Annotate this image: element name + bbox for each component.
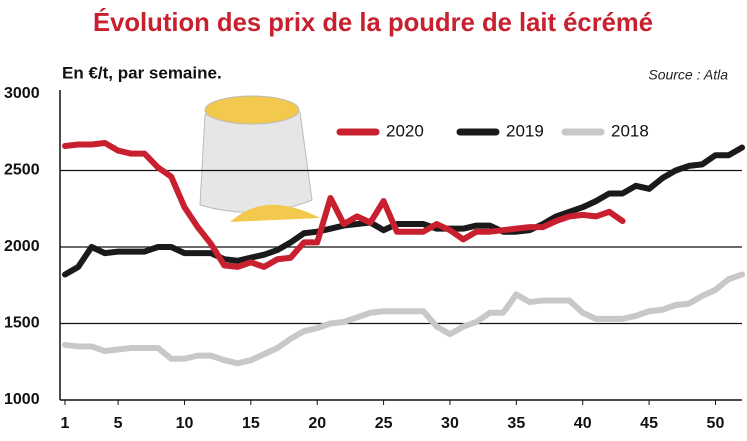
- y-tick-label: 1500: [4, 315, 40, 332]
- y-tick-label: 2500: [4, 162, 40, 179]
- y-tick-label: 3000: [4, 85, 40, 102]
- x-tick-label: 40: [574, 415, 592, 432]
- chart-subtitle: En €/t, par semaine.: [62, 63, 222, 82]
- x-tick-label: 30: [441, 415, 459, 432]
- x-tick-label: 50: [707, 415, 725, 432]
- x-tick-label: 35: [507, 415, 525, 432]
- x-tick-label: 20: [308, 415, 326, 432]
- series-line: [62, 144, 745, 278]
- y-tick-label: 2000: [4, 238, 40, 255]
- x-tick-label: 5: [114, 415, 123, 432]
- x-tick-label: 25: [375, 415, 393, 432]
- source: Source : Atla: [648, 67, 728, 83]
- y-tick-label: 1000: [4, 391, 40, 408]
- legend-label: 2020: [386, 121, 424, 140]
- milk-powder-bag: [199, 95, 320, 222]
- x-tick-label: 10: [176, 415, 194, 432]
- series-line: [62, 139, 626, 270]
- chart-title: Évolution des prix de la poudre de lait …: [93, 7, 653, 37]
- series-line: [62, 271, 745, 367]
- x-tick-label: 1: [61, 415, 70, 432]
- x-tick-label: 45: [640, 415, 658, 432]
- x-tick-label: 15: [242, 415, 260, 432]
- legend-label: 2019: [506, 121, 544, 140]
- legend-label: 2018: [611, 121, 649, 140]
